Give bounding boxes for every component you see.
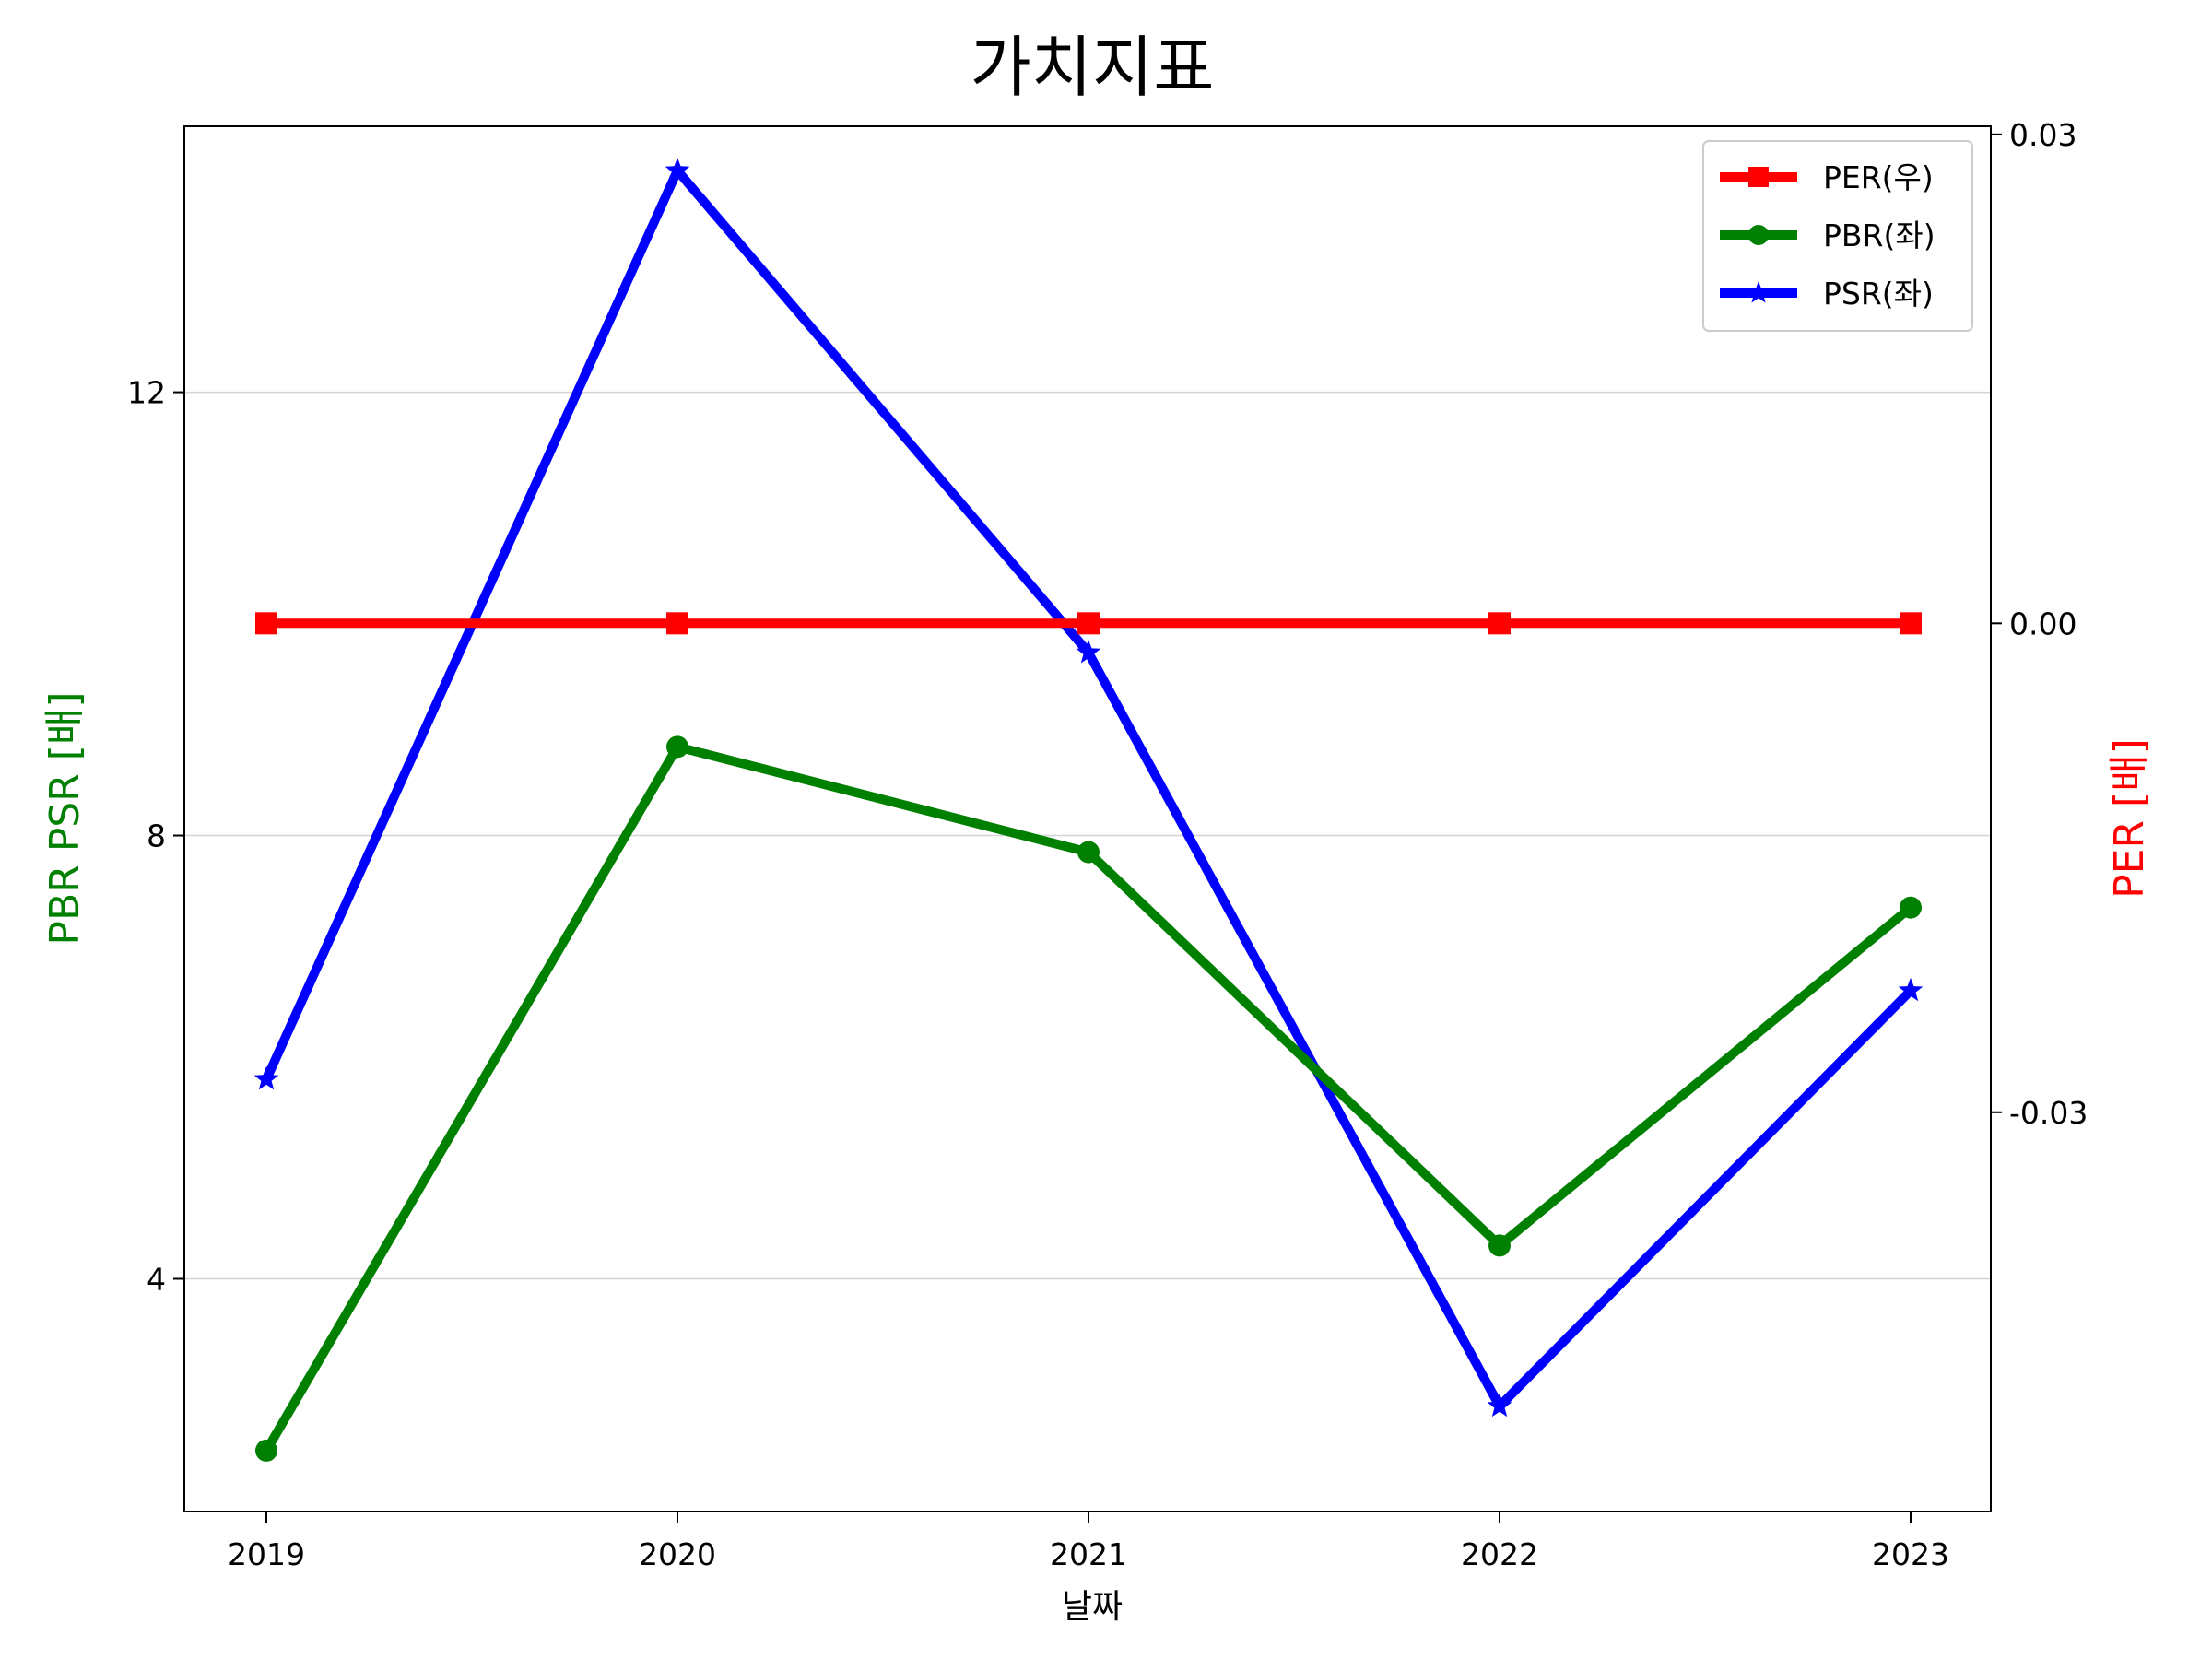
data-point	[665, 158, 690, 182]
data-point	[253, 1066, 279, 1090]
y-axis-left: 4 8 12	[127, 375, 184, 1297]
data-point	[666, 735, 688, 759]
y-tick-label-left: 4	[147, 1261, 166, 1297]
series-layer	[253, 158, 1924, 1462]
data-point	[1898, 977, 1924, 1002]
data-point	[1488, 1234, 1511, 1257]
y-tick-label-left: 8	[147, 818, 166, 854]
x-tick-label: 2021	[1050, 1536, 1127, 1572]
data-point	[1488, 612, 1511, 635]
legend-label: PSR(좌)	[1823, 276, 1934, 312]
y-tick-label-right: 0.00	[2009, 606, 2077, 641]
data-point	[1487, 1393, 1512, 1418]
legend-entry: PSR(좌)	[1720, 276, 1934, 312]
series-PSR(좌)	[253, 158, 1924, 1418]
y-axis-left-label: PBR PSR [배]	[41, 691, 88, 945]
x-axis: 2019 2020 2021 2022 2023	[228, 1512, 1949, 1572]
legend-label: PBR(좌)	[1823, 218, 1936, 253]
data-point	[255, 1439, 277, 1462]
data-point	[1077, 612, 1100, 635]
legend-marker	[1747, 281, 1771, 303]
plot-frame	[183, 125, 1992, 1512]
y-tick-label-left: 12	[127, 375, 166, 411]
legend-marker	[1748, 225, 1769, 245]
data-point	[1900, 896, 1922, 919]
legend-box	[1702, 140, 1973, 332]
x-tick-label: 2020	[639, 1536, 716, 1572]
y-axis-right: -0.03 0.00 0.03	[1991, 117, 2088, 1131]
y-axis-right-label: PER [배]	[2106, 738, 2153, 899]
data-point	[666, 612, 688, 635]
legend-entry: PBR(좌)	[1720, 218, 1936, 253]
y-tick-label-right: -0.03	[2009, 1095, 2088, 1131]
chart-title: 가치지표	[971, 29, 1215, 106]
x-axis-label: 날짜	[1062, 1588, 1123, 1626]
data-point	[1900, 612, 1922, 635]
data-point	[1077, 841, 1100, 864]
y-tick-label-right: 0.03	[2009, 117, 2077, 153]
series-line	[262, 166, 1914, 1411]
x-tick-label: 2023	[1872, 1536, 1949, 1572]
legend-entry: PER(우)	[1720, 159, 1934, 195]
x-tick-label: 2019	[228, 1536, 305, 1572]
grid-lines	[184, 391, 1991, 1280]
x-tick-label: 2022	[1461, 1536, 1538, 1572]
data-point	[1076, 640, 1101, 664]
data-point	[255, 612, 277, 635]
legend: PER(우) PBR(좌) PSR(좌)	[1702, 140, 1973, 332]
series-PBR(좌)	[255, 735, 1922, 1462]
legend-label: PER(우)	[1823, 159, 1934, 195]
series-PER(우)	[255, 612, 1922, 635]
legend-marker	[1748, 167, 1769, 187]
